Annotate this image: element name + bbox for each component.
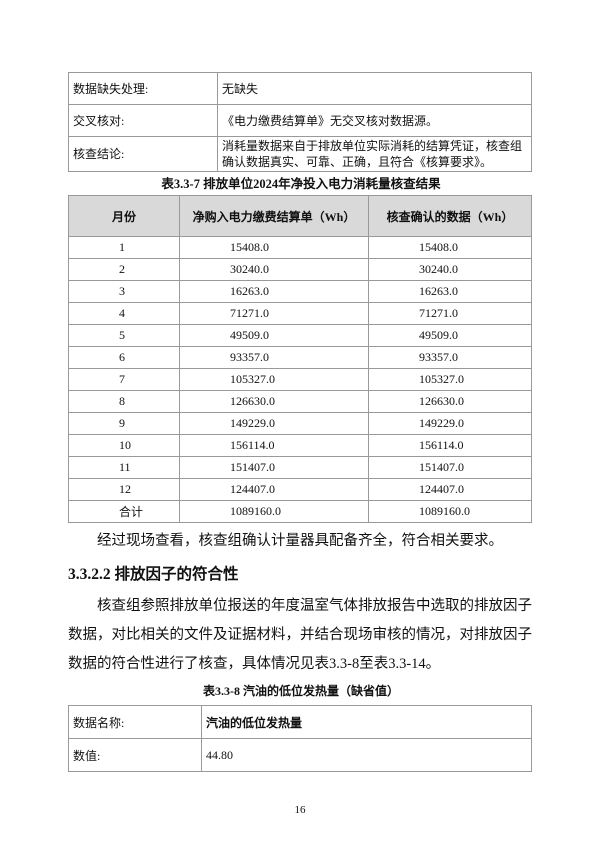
table-cell: 12 [68, 478, 180, 501]
table-row: 3 16263.0 16263.0 [68, 280, 532, 303]
table-cell: 7 [68, 368, 180, 391]
table-row: 5 49509.0 49509.0 [68, 324, 532, 347]
table-cell: 5 [68, 324, 180, 347]
table-cell: 16263.0 [368, 280, 532, 303]
row-value: 汽油的低位发热量 [201, 705, 532, 739]
column-header: 净购入电力缴费结算单（Wh） [179, 195, 369, 237]
table-cell: 126630.0 [179, 390, 369, 413]
page-number: 16 [294, 804, 306, 816]
table-cell: 149229.0 [368, 412, 532, 435]
table-row: 4 71271.0 71271.0 [68, 302, 532, 325]
paragraph: 经过现场查看，核查组确认计量器具配备齐全，符合相关要求。 [97, 533, 503, 549]
table-row: 数据缺失处理: 无缺失 [68, 72, 532, 105]
table-row: 合计 1089160.0 1089160.0 [68, 500, 532, 523]
table-row: 6 93357.0 93357.0 [68, 346, 532, 369]
section-heading: 3.3.2.2 排放因子的符合性 [68, 566, 239, 583]
table-row: 8 126630.0 126630.0 [68, 390, 532, 413]
table-row: 2 30240.0 30240.0 [68, 258, 532, 281]
table-cell: 1089160.0 [179, 500, 369, 523]
row-label: 交叉核对: [68, 104, 218, 137]
table-cell: 93357.0 [179, 346, 369, 369]
table-cell: 124407.0 [368, 478, 532, 501]
table-row: 数据名称: 汽油的低位发热量 [68, 705, 532, 739]
table-cell: 30240.0 [179, 258, 369, 281]
row-value: 《电力缴费结算单》无交叉核对数据源。 [217, 104, 532, 137]
table-cell: 11 [68, 456, 180, 479]
column-header: 核查确认的数据（Wh） [368, 195, 532, 237]
table-cell: 3 [68, 280, 180, 303]
table-cell: 6 [68, 346, 180, 369]
table-cell: 9 [68, 412, 180, 435]
table-cell: 合计 [68, 500, 180, 523]
factor-table: 数据名称: 汽油的低位发热量 数值: 44.80 [68, 705, 532, 772]
table-cell: 156114.0 [368, 434, 532, 457]
row-label: 数值: [68, 738, 202, 772]
table-cell: 10 [68, 434, 180, 457]
table-cell: 1089160.0 [368, 500, 532, 523]
table-cell: 15408.0 [368, 236, 532, 259]
table-cell: 149229.0 [179, 412, 369, 435]
info-table: 数据缺失处理: 无缺失 交叉核对: 《电力缴费结算单》无交叉核对数据源。 核查结论:… [68, 72, 532, 172]
table-cell: 105327.0 [179, 368, 369, 391]
electricity-table: 月份 净购入电力缴费结算单（Wh） 核查确认的数据（Wh） 1 15408.0 15… [68, 195, 532, 523]
table-cell: 49509.0 [368, 324, 532, 347]
table-cell: 151407.0 [179, 456, 369, 479]
column-header: 月份 [68, 195, 180, 237]
table-row: 核查结论: 消耗量数据来自于排放单位实际消耗的结算凭证，核查组确认数据真实、可靠、… [68, 136, 532, 172]
row-label: 数据缺失处理: [68, 72, 218, 105]
table-row: 10 156114.0 156114.0 [68, 434, 532, 457]
table-cell: 93357.0 [368, 346, 532, 369]
table-cell: 16263.0 [179, 280, 369, 303]
table-cell: 124407.0 [179, 478, 369, 501]
table-cell: 4 [68, 302, 180, 325]
table-cell: 156114.0 [179, 434, 369, 457]
table-row: 1 15408.0 15408.0 [68, 236, 532, 259]
paragraph: 核查组参照排放单位报送的年度温室气体排放报告中选取的排放因子数据，对比相关的文件… [68, 598, 532, 672]
table-row: 9 149229.0 149229.0 [68, 412, 532, 435]
table-row: 7 105327.0 105327.0 [68, 368, 532, 391]
table-cell: 151407.0 [368, 456, 532, 479]
table-caption: 表3.3-8 汽油的低位发热量（缺省值） [203, 684, 399, 698]
table-cell: 105327.0 [368, 368, 532, 391]
table-cell: 1 [68, 236, 180, 259]
table-row: 数值: 44.80 [68, 738, 532, 772]
table-row: 12 124407.0 124407.0 [68, 478, 532, 501]
row-label: 核查结论: [68, 136, 218, 172]
table-cell: 49509.0 [179, 324, 369, 347]
table-cell: 15408.0 [179, 236, 369, 259]
row-label: 数据名称: [68, 705, 202, 739]
table-row: 11 151407.0 151407.0 [68, 456, 532, 479]
table-cell: 30240.0 [368, 258, 532, 281]
table-cell: 71271.0 [179, 302, 369, 325]
table-cell: 126630.0 [368, 390, 532, 413]
row-value: 44.80 [201, 738, 532, 772]
table-cell: 8 [68, 390, 180, 413]
table-cell: 71271.0 [368, 302, 532, 325]
table-cell: 2 [68, 258, 180, 281]
table-row: 交叉核对: 《电力缴费结算单》无交叉核对数据源。 [68, 104, 532, 137]
row-value: 无缺失 [217, 72, 532, 105]
row-value: 消耗量数据来自于排放单位实际消耗的结算凭证，核查组确认数据真实、可靠、正确，且符… [217, 136, 532, 172]
table-caption: 表3.3-7 排放单位2024年净投入电力消耗量核查结果 [161, 177, 441, 191]
